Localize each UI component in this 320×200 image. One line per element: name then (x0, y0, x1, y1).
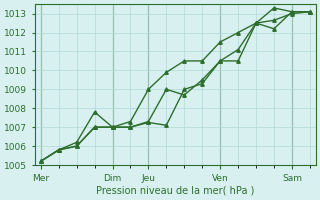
X-axis label: Pression niveau de la mer( hPa ): Pression niveau de la mer( hPa ) (96, 186, 254, 196)
